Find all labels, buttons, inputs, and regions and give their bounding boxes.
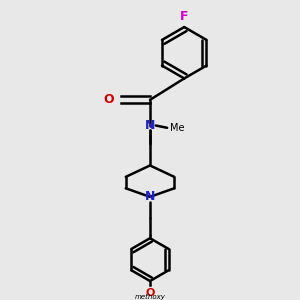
Text: O: O	[104, 93, 114, 106]
Text: methoxy: methoxy	[135, 294, 165, 300]
Text: N: N	[145, 190, 155, 203]
Text: O: O	[145, 288, 155, 298]
Text: Me: Me	[170, 123, 184, 134]
Text: F: F	[180, 10, 188, 23]
Text: N: N	[145, 119, 155, 132]
